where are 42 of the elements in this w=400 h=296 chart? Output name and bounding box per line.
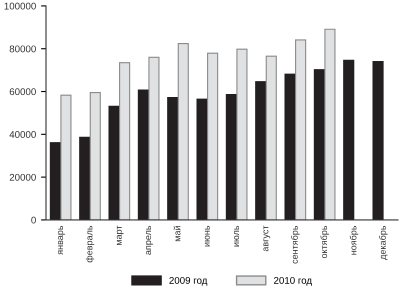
- bar: [119, 62, 130, 220]
- bar: [266, 56, 277, 220]
- bar: [372, 61, 384, 220]
- bar: [138, 89, 149, 220]
- x-tick-label: октябрь: [320, 226, 329, 258]
- x-tick-label: январь: [58, 226, 65, 255]
- bar: [226, 94, 237, 220]
- x-tick-label: декабрь: [379, 226, 388, 260]
- x-tick-label: март: [116, 226, 124, 246]
- bar: [343, 60, 354, 220]
- x-tick-label: апрель: [146, 226, 153, 255]
- x-tick-label: май: [174, 226, 180, 242]
- y-tick-label: 0: [31, 216, 36, 224]
- y-tick-label: 20000: [10, 174, 36, 181]
- y-tick-label: 100000: [4, 2, 36, 10]
- bar: [207, 52, 218, 220]
- legend-label: 2010 год: [274, 276, 312, 286]
- bar: [79, 136, 90, 220]
- x-tick-label: август: [263, 226, 270, 252]
- x-tick-label: ноябрь: [350, 226, 358, 255]
- bar: [148, 56, 160, 220]
- bar: [324, 28, 336, 220]
- x-tick-label: июль: [234, 226, 240, 246]
- bar: [236, 48, 248, 220]
- bar: [50, 142, 61, 220]
- y-tick-label: 80000: [10, 45, 36, 52]
- x-tick-label: июнь: [204, 226, 210, 246]
- bar: [314, 69, 325, 220]
- bar: [178, 43, 189, 220]
- bar: [255, 81, 266, 220]
- bar: [60, 94, 72, 220]
- x-tick-label: февраль: [86, 226, 94, 262]
- bar: [295, 39, 306, 220]
- bar: [284, 74, 296, 220]
- bar: [108, 106, 120, 220]
- x-tick-label: сентябрь: [291, 226, 300, 264]
- bar: [196, 98, 208, 220]
- bar: [90, 92, 101, 220]
- legend-label: 2009 год: [169, 276, 208, 286]
- y-tick-label: 60000: [10, 88, 36, 96]
- bar: [167, 96, 178, 220]
- y-tick-label: 40000: [9, 131, 36, 138]
